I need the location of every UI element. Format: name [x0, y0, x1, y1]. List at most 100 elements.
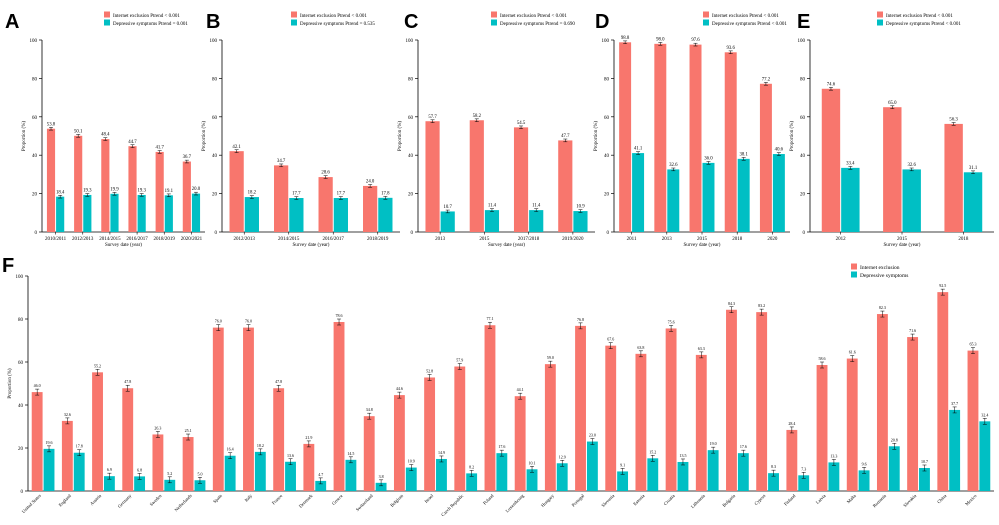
x-tick-label: 2011 — [627, 237, 637, 242]
bar-depressive-symptoms — [484, 210, 500, 232]
bar-internet-exclusion — [274, 165, 289, 232]
data-label: 18.2 — [248, 191, 257, 196]
data-label: 9.1 — [620, 462, 625, 467]
bar-internet-exclusion — [619, 42, 632, 232]
y-tick-label: 60 — [408, 116, 414, 121]
data-label: 78.6 — [336, 313, 343, 318]
bar-depressive-symptoms — [667, 169, 680, 232]
data-label: 46.0 — [34, 383, 41, 388]
x-tick-label: 2014/2015 — [99, 237, 121, 242]
data-label: 57.9 — [456, 358, 463, 363]
x-tick-label: United States — [21, 493, 42, 514]
data-label: 48.4 — [101, 133, 110, 138]
x-tick-label: 2018/2019 — [154, 237, 176, 242]
data-label: 52.8 — [426, 368, 433, 373]
panel-e: E 0 20 40 60 80 100 Proportion (%) Survey date (… — [790, 11, 994, 248]
legend-swatch — [104, 19, 110, 26]
y-tick-label: 20 — [800, 193, 806, 198]
legend-label: Depressive symptoms Ptrend < 0.001 — [886, 22, 961, 27]
bar-depressive-symptoms — [378, 197, 393, 232]
bar-internet-exclusion — [513, 127, 529, 232]
data-label: 50.1 — [74, 129, 83, 134]
panel-letter: C — [404, 11, 418, 33]
panel-letter: B — [206, 11, 220, 33]
x-tick-label: Romania — [872, 493, 887, 508]
data-label: 19.1 — [165, 189, 174, 194]
x-tick-label: Portugal — [571, 493, 586, 508]
bar-depressive-symptoms — [466, 473, 478, 491]
data-label: 17.7 — [292, 192, 301, 197]
x-tick-label: 2012 — [836, 237, 847, 242]
bar-internet-exclusion — [333, 322, 345, 491]
y-tick-label: 20 — [604, 193, 610, 198]
x-tick-label: Poland — [482, 493, 495, 506]
data-label: 20.8 — [891, 437, 898, 442]
bar-depressive-symptoms — [677, 461, 689, 491]
bar-internet-exclusion — [363, 185, 378, 232]
legend-swatch — [291, 11, 297, 18]
data-label: 3.8 — [379, 474, 384, 479]
y-tick-label: 100 — [210, 39, 218, 44]
y-tick-label: 80 — [408, 77, 414, 82]
x-tick-label: 2020/2021 — [181, 237, 203, 242]
bar-internet-exclusion — [318, 177, 333, 232]
panel-c: C 0 20 40 60 80 100 Proportion (%) Survey date (… — [398, 11, 595, 248]
bar-internet-exclusion — [46, 128, 56, 232]
bar-depressive-symptoms — [902, 169, 921, 232]
bar-depressive-symptoms — [56, 196, 65, 232]
bar-internet-exclusion — [92, 372, 103, 491]
x-tick-label: 2015 — [897, 237, 908, 242]
data-label: 59.0 — [547, 355, 554, 360]
y-axis-title: Proportion (%) — [790, 121, 795, 151]
bar-depressive-symptoms — [315, 480, 327, 491]
y-tick-label: 80 — [604, 77, 610, 82]
data-label: 13.5 — [679, 453, 686, 458]
data-label: 5.0 — [197, 471, 202, 476]
bar-internet-exclusion — [575, 325, 586, 491]
bar-internet-exclusion — [544, 364, 556, 491]
x-tick-label: Croatia — [663, 493, 676, 506]
x-tick-label: Israel — [423, 493, 434, 504]
panel-a: A 0 20 40 60 80 100 Proportion (%) Survey date (… — [5, 11, 205, 248]
bar-depressive-symptoms — [919, 467, 930, 491]
data-label: 58.2 — [473, 114, 482, 119]
data-label: 10.9 — [576, 205, 585, 210]
y-axis-title: Proportion (%) — [8, 368, 13, 398]
y-axis-title: Proportion (%) — [594, 121, 599, 151]
bar-internet-exclusion — [454, 366, 466, 491]
data-label: 8.3 — [771, 464, 776, 469]
bar-internet-exclusion — [816, 365, 828, 491]
x-tick-label: Austria — [89, 493, 102, 506]
x-axis-title: Survey date (year) — [293, 243, 330, 248]
bar-internet-exclusion — [944, 123, 963, 232]
legend-swatch — [877, 19, 883, 26]
data-label: 19.0 — [710, 441, 717, 446]
data-label: 36.0 — [704, 156, 713, 161]
data-label: 8.2 — [469, 464, 474, 469]
bar-depressive-symptoms — [134, 476, 146, 491]
data-label: 14.9 — [438, 450, 445, 455]
bar-depressive-symptoms — [244, 197, 259, 232]
data-label: 65.3 — [969, 342, 976, 347]
data-label: 74.6 — [827, 82, 836, 87]
legend-label: Internet exclusion — [860, 265, 900, 271]
x-axis-title: Survey date (year) — [488, 243, 525, 248]
data-label: 71.6 — [909, 328, 916, 333]
data-label: 17.8 — [381, 191, 390, 196]
data-label: 10.7 — [444, 205, 453, 210]
bar-depressive-symptoms — [375, 482, 387, 491]
data-label: 44.6 — [396, 386, 403, 391]
y-tick-label: 100 — [406, 39, 414, 44]
data-label: 33.4 — [846, 161, 855, 166]
y-tick-label: 100 — [16, 275, 24, 280]
bar-internet-exclusion — [229, 151, 244, 232]
panel-letter: A — [5, 11, 19, 33]
bar-internet-exclusion — [876, 314, 888, 491]
data-label: 14.5 — [347, 451, 354, 456]
bar-internet-exclusion — [759, 83, 772, 232]
bar-internet-exclusion — [61, 420, 73, 491]
data-label: 32.6 — [64, 412, 71, 417]
data-label: 12.9 — [559, 454, 566, 459]
data-label: 77.2 — [762, 77, 771, 82]
bar-depressive-symptoms — [617, 471, 629, 491]
